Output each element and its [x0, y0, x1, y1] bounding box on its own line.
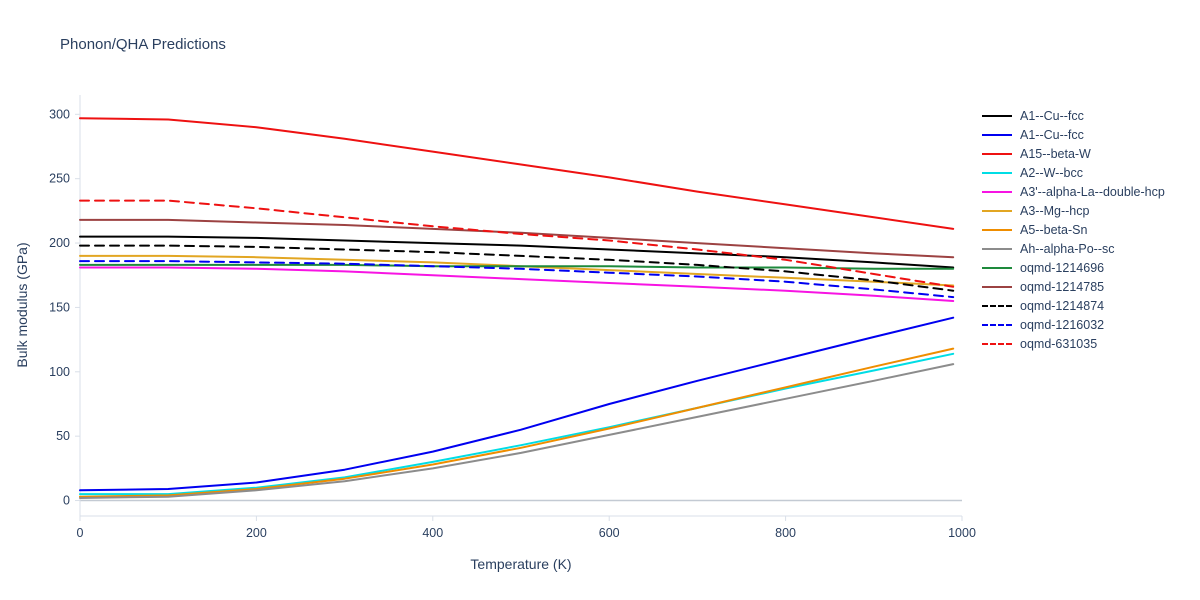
series-line-4 — [79, 266, 955, 302]
legend-label: A3'--alpha-La--double-hcp — [1020, 184, 1165, 199]
legend-label: A3--Mg--hcp — [1020, 203, 1090, 218]
legend-item-4[interactable]: A3'--alpha-La--double-hcp — [982, 182, 1165, 201]
legend-item-0[interactable]: A1--Cu--fcc — [982, 106, 1165, 125]
x-tick-label: 400 — [422, 526, 443, 540]
legend-label: oqmd-1214785 — [1020, 279, 1105, 294]
series-line-1 — [79, 316, 955, 492]
series-line-12 — [79, 199, 955, 288]
legend-item-8[interactable]: oqmd-1214696 — [982, 258, 1165, 277]
legend-label: A15--beta-W — [1020, 146, 1091, 161]
legend-swatch-line-icon — [982, 114, 1012, 117]
legend-swatch-dashed-line-icon — [982, 323, 1012, 326]
legend-label: A5--beta-Sn — [1020, 222, 1088, 237]
legend-label: A1--Cu--fcc — [1020, 108, 1084, 123]
legend-item-2[interactable]: A15--beta-W — [982, 144, 1165, 163]
legend-label: Ah--alpha-Po--sc — [1020, 241, 1115, 256]
legend-swatch-line-icon — [982, 152, 1012, 155]
legend-label: oqmd-631035 — [1020, 336, 1098, 351]
y-tick-label: 150 — [49, 300, 70, 314]
legend-label: A1--Cu--fcc — [1020, 127, 1084, 142]
legend-swatch-line-icon — [982, 266, 1012, 269]
legend-swatch-line-icon — [982, 285, 1012, 288]
legend: A1--Cu--fcc A1--Cu--fcc A15--beta-W A2--W--… — [982, 106, 1165, 353]
x-tick-label: 200 — [246, 526, 267, 540]
legend-item-3[interactable]: A2--W--bcc — [982, 163, 1165, 182]
x-tick-label: 1000 — [948, 526, 976, 540]
legend-item-7[interactable]: Ah--alpha-Po--sc — [982, 239, 1165, 258]
legend-item-9[interactable]: oqmd-1214785 — [982, 277, 1165, 296]
y-tick-label: 250 — [49, 172, 70, 186]
legend-item-10[interactable]: oqmd-1214874 — [982, 296, 1165, 315]
series-line-9 — [79, 218, 955, 259]
legend-label: oqmd-1216032 — [1020, 317, 1105, 332]
series-line-8 — [79, 263, 955, 270]
series-line-10 — [79, 244, 955, 292]
y-tick-label: 300 — [49, 107, 70, 121]
x-tick-label: 800 — [775, 526, 796, 540]
legend-label: oqmd-1214696 — [1020, 260, 1105, 275]
x-tick-label: 600 — [599, 526, 620, 540]
legend-item-6[interactable]: A5--beta-Sn — [982, 220, 1165, 239]
legend-swatch-line-icon — [982, 171, 1012, 174]
y-tick-label: 100 — [49, 365, 70, 379]
y-tick-label: 200 — [49, 236, 70, 250]
y-axis-label: Bulk modulus (GPa) — [14, 242, 30, 368]
legend-item-5[interactable]: A3--Mg--hcp — [982, 201, 1165, 220]
y-tick-label: 50 — [56, 429, 70, 443]
legend-swatch-dashed-line-icon — [982, 304, 1012, 307]
x-axis-label: Temperature (K) — [470, 556, 572, 572]
chart-title: Phonon/QHA Predictions — [60, 36, 226, 53]
legend-swatch-line-icon — [982, 247, 1012, 250]
legend-item-1[interactable]: A1--Cu--fcc — [982, 125, 1165, 144]
legend-item-12[interactable]: oqmd-631035 — [982, 334, 1165, 353]
x-tick-label: 0 — [77, 526, 84, 540]
series-line-11 — [79, 260, 955, 299]
legend-swatch-line-icon — [982, 228, 1012, 231]
legend-label: oqmd-1214874 — [1020, 298, 1105, 313]
legend-label: A2--W--bcc — [1020, 165, 1083, 180]
legend-swatch-line-icon — [982, 133, 1012, 136]
series-line-6 — [79, 347, 955, 498]
series-line-2 — [79, 117, 955, 230]
legend-swatch-line-icon — [982, 209, 1012, 212]
legend-item-11[interactable]: oqmd-1216032 — [982, 315, 1165, 334]
legend-swatch-line-icon — [982, 190, 1012, 193]
legend-swatch-dashed-line-icon — [982, 342, 1012, 345]
series-line-0 — [79, 235, 955, 269]
series-line-7 — [79, 363, 955, 499]
series-line-3 — [79, 352, 955, 496]
y-tick-label: 0 — [63, 494, 70, 508]
